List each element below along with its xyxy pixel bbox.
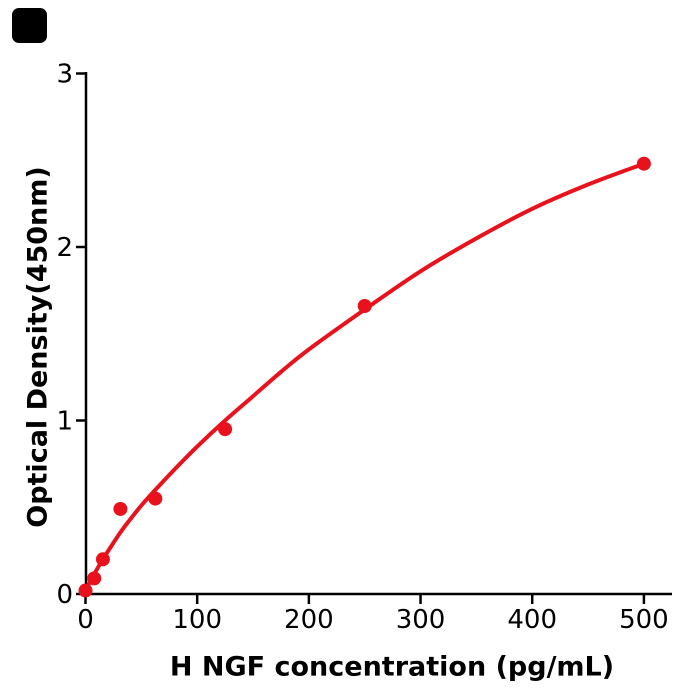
data-point: [78, 583, 93, 598]
x-tick-label: 500: [619, 605, 669, 635]
data-point: [113, 501, 128, 516]
fit-curve: [83, 161, 646, 593]
x-tick-label: 300: [396, 605, 446, 635]
corner-logo-block: [12, 8, 47, 43]
x-tick-label: 100: [172, 605, 222, 635]
data-point: [218, 422, 233, 437]
y-tick-label: 0: [56, 580, 73, 610]
y-tick-label: 2: [56, 233, 73, 263]
y-tick-label: 1: [56, 407, 73, 437]
x-axis-title: H NGF concentration (pg/mL): [169, 651, 615, 683]
data-point: [357, 298, 372, 313]
x-tick-label: 200: [284, 605, 334, 635]
data-point: [95, 552, 110, 567]
x-tick-label: 400: [507, 605, 557, 635]
data-point: [636, 156, 651, 171]
data-point: [87, 571, 102, 586]
data-point: [148, 491, 163, 506]
y-tick-label: 3: [56, 60, 73, 90]
y-axis-title: Optical Density(450nm): [22, 166, 54, 528]
x-tick-label: 0: [77, 605, 94, 635]
